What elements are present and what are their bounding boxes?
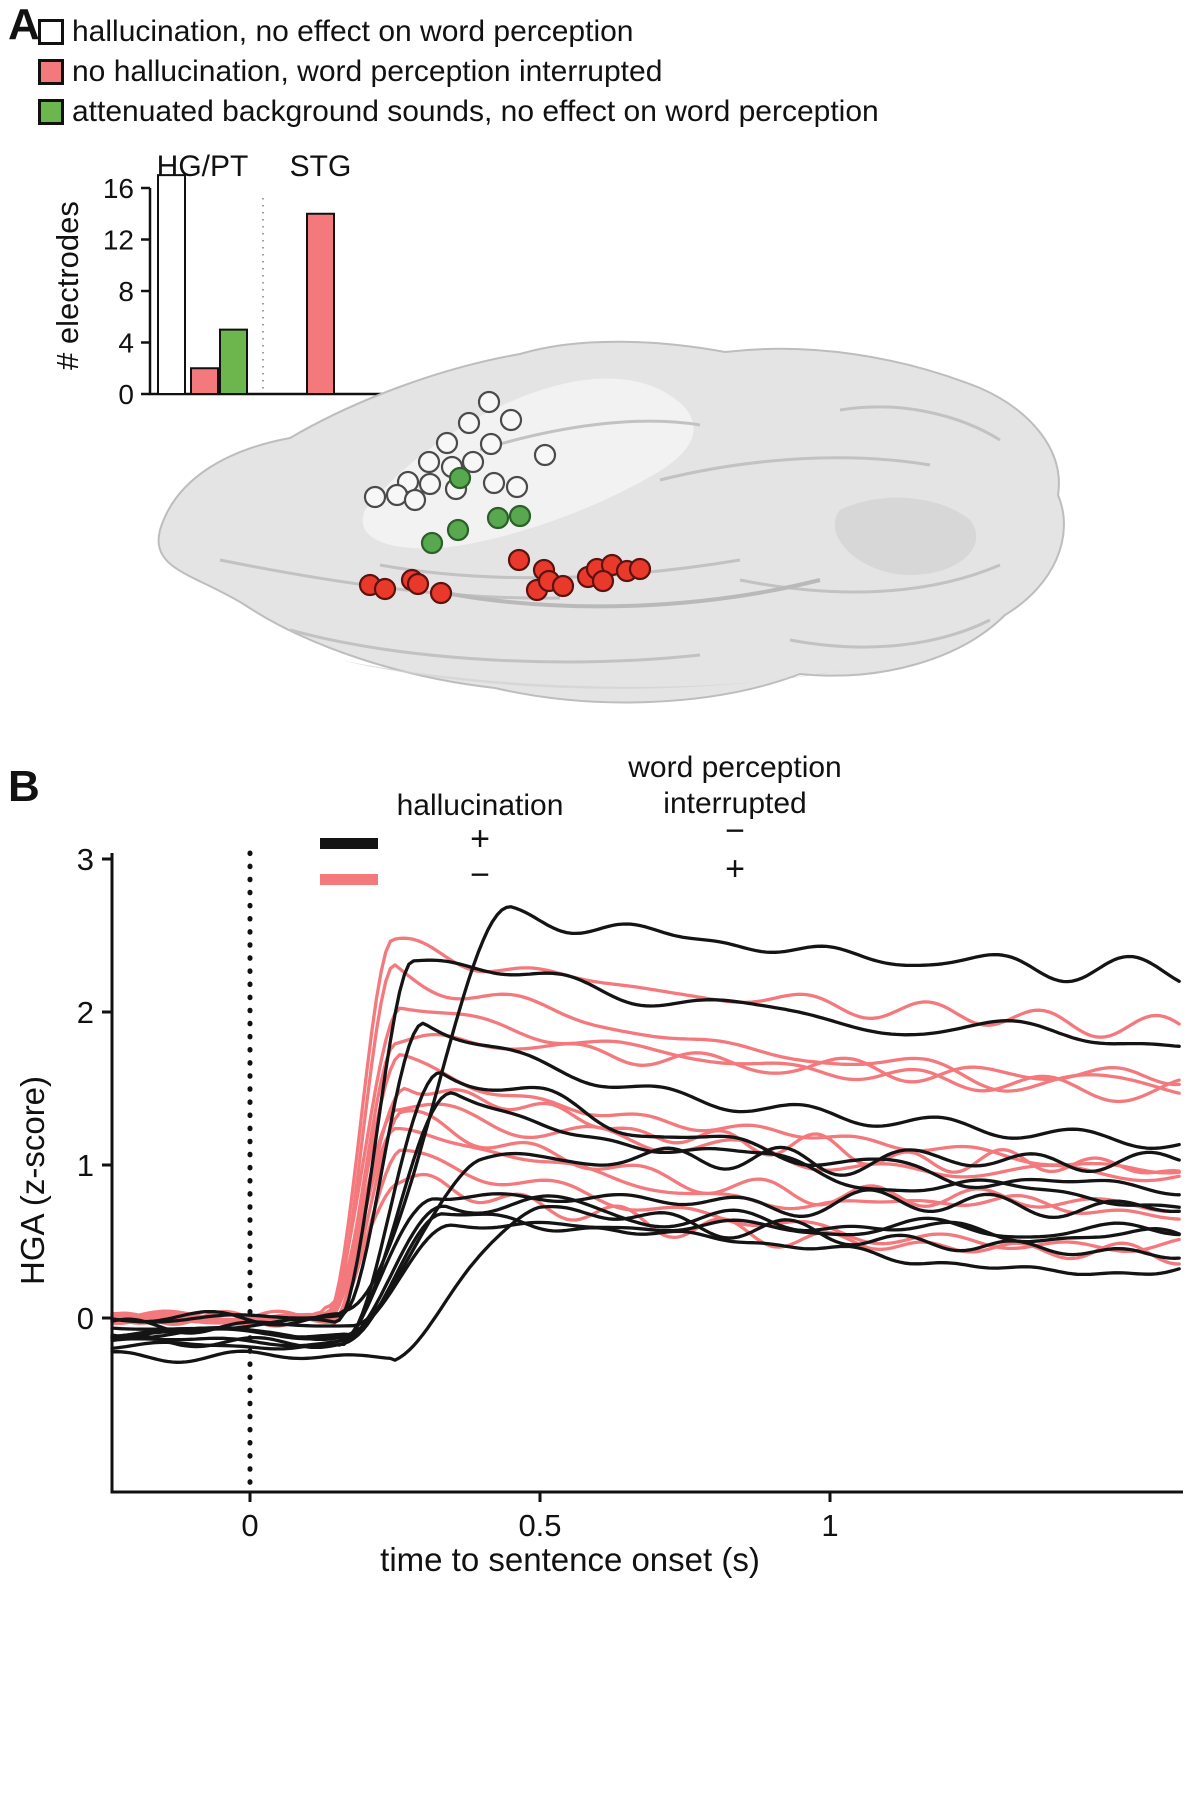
line-legend-header-hallucination: hallucination: [396, 789, 564, 822]
electrode-green: [446, 518, 470, 542]
sulcus-shadow: [834, 497, 977, 575]
legend-label: attenuated background sounds, no effect …: [72, 95, 879, 128]
hga-trace-black: [110, 1021, 1181, 1324]
electrode-white: [533, 443, 557, 467]
electrode-white: [417, 450, 441, 474]
bar-group-label: STG: [290, 150, 352, 183]
brain-silhouette: [157, 340, 1065, 704]
line-x-tick-label: 0.5: [518, 1508, 561, 1543]
electrode-red: [628, 557, 652, 581]
electrode-red: [551, 574, 575, 598]
hga-trace-black: [110, 1204, 1181, 1364]
bar-y-tick-label: 0: [118, 379, 134, 410]
legend-item-interrupted: no hallucination, word perception interr…: [38, 52, 879, 92]
line-x-tick-label: 0: [241, 1508, 258, 1543]
hga-trace-black: [110, 1216, 1181, 1340]
electrode-red: [373, 577, 397, 601]
panel-a-label: A: [8, 0, 40, 49]
legend-line-swatch-black: [320, 838, 378, 849]
line-axes: [110, 853, 1183, 1494]
legend-sign-black-interrupted: −: [725, 812, 745, 850]
bar-pink: [190, 367, 219, 395]
brain-surface-with-electrodes: [157, 340, 1065, 704]
bar-white: [157, 174, 186, 395]
electrode-green: [508, 504, 532, 528]
electrode-white: [435, 431, 459, 455]
legend-swatch-green: [38, 99, 64, 125]
electrode-red: [507, 548, 531, 572]
legend-sign-pink-interrupted: +: [725, 850, 745, 888]
legend-swatch-pink: [38, 59, 64, 85]
hga-timecourse-chart: 0 1 2 3 0 0.5 1: [77, 845, 1183, 1543]
electrode-green: [486, 506, 510, 530]
bar-y-tick-label: 8: [118, 276, 134, 307]
bar-pink: [306, 212, 335, 395]
electrode-white: [385, 483, 409, 507]
line-chart-y-axis-label: HGA (z-score): [14, 1075, 51, 1285]
electrode-red: [406, 572, 430, 596]
electrode-green: [448, 466, 472, 490]
electrode-white: [505, 475, 529, 499]
electrode-white: [477, 390, 501, 414]
hga-trace-black: [110, 1188, 1181, 1350]
legend-sign-black-hallucination: +: [470, 820, 490, 858]
electrode-dots: [358, 390, 652, 605]
bar-group-label: HG/PT: [157, 150, 249, 183]
bar-y-tick-label: 4: [118, 327, 134, 358]
electrode-red: [591, 569, 615, 593]
bar-y-tick-label: 16: [103, 173, 134, 204]
electrode-white: [457, 411, 481, 435]
electrode-white: [418, 472, 442, 496]
hga-trace-pink: [110, 1032, 1181, 1324]
legend-label: no hallucination, word perception interr…: [72, 55, 663, 88]
hga-trace-black: [110, 1145, 1181, 1335]
electrode-red: [429, 581, 453, 605]
panel-a-legend: hallucination, no effect on word percept…: [38, 12, 879, 132]
line-x-tick-label: 1: [821, 1508, 838, 1543]
superior-temporal-plane: [362, 378, 694, 549]
legend-swatch-white: [38, 19, 64, 45]
electrode-green: [420, 531, 444, 555]
line-legend-header-interrupted: word perception interrupted: [628, 751, 842, 820]
electrode-white: [482, 471, 506, 495]
hga-trace-black: [110, 958, 1181, 1331]
superior-temporal-sulcus: [439, 578, 821, 609]
line-chart-x-axis-label: time to sentence onset (s): [380, 1541, 760, 1578]
electrode-white: [403, 488, 427, 512]
bar-green: [219, 328, 248, 395]
hga-trace-pink: [110, 963, 1181, 1325]
legend-sign-pink-hallucination: −: [470, 856, 490, 894]
legend-item-attenuated: attenuated background sounds, no effect …: [38, 92, 879, 132]
line-y-tick-label: 0: [77, 1301, 94, 1336]
electrode-count-bar-chart: 0 4 8 12 16 HG/PT STG: [103, 150, 390, 410]
electrode-white: [499, 408, 523, 432]
line-y-tick-label: 2: [77, 995, 94, 1030]
legend-item-hallucination: hallucination, no effect on word percept…: [38, 12, 879, 52]
electrode-white: [363, 485, 387, 509]
electrode-white: [461, 450, 485, 474]
line-y-tick-label: 3: [77, 845, 94, 877]
hga-trace-black: [110, 1212, 1181, 1351]
panel-b-label: B: [8, 762, 40, 811]
legend-label: hallucination, no effect on word percept…: [72, 15, 634, 48]
bar-y-tick-label: 12: [103, 224, 134, 255]
hga-trace-pink: [110, 1086, 1181, 1325]
legend-line-swatch-pink: [320, 874, 378, 885]
electrode-white: [479, 432, 503, 456]
line-y-tick-label: 1: [77, 1148, 94, 1183]
